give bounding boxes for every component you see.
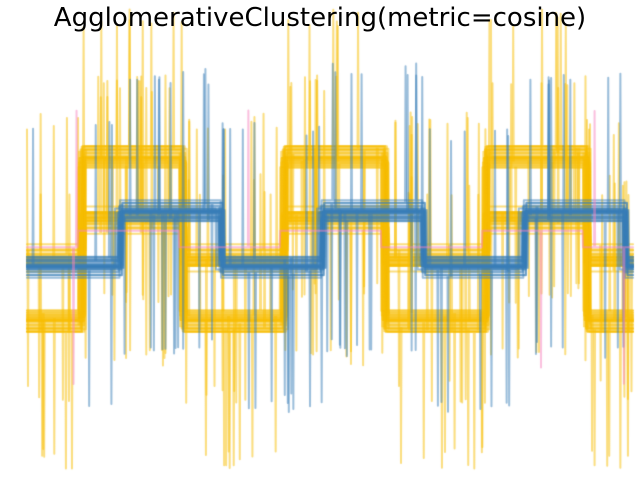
waveform-plot-canvas <box>0 0 640 480</box>
figure: AgglomerativeClustering(metric=cosine) <box>0 0 640 480</box>
